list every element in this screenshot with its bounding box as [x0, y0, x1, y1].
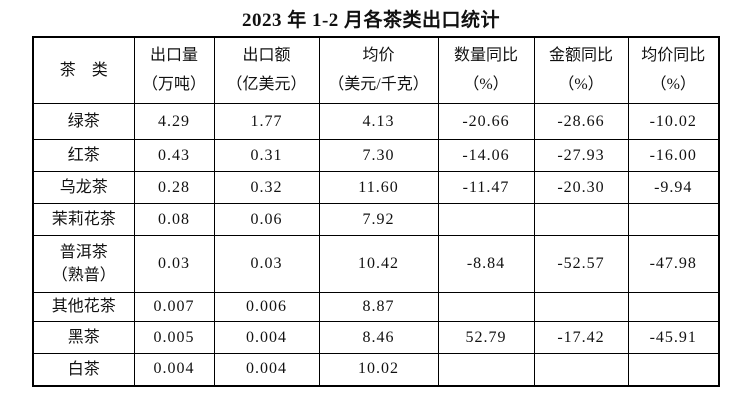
value-cell: 0.32	[213, 171, 320, 204]
value-cell: 0.004	[213, 353, 320, 386]
value-cell: -47.98	[627, 235, 720, 293]
value-cell: 0.08	[133, 203, 215, 236]
tea-name-cell: 茉莉花茶	[32, 203, 135, 236]
value-cell: 0.004	[133, 353, 215, 386]
value-cell: -45.91	[627, 321, 720, 354]
value-cell: 0.004	[213, 321, 320, 354]
value-cell: 1.77	[213, 103, 320, 140]
value-cell: 0.007	[133, 292, 215, 322]
value-cell	[627, 353, 720, 386]
column-header-3: 均价 （美元/千克）	[318, 36, 439, 104]
tea-name-cell: 其他花茶	[32, 292, 135, 322]
value-cell: -9.94	[627, 171, 720, 204]
value-cell: 0.005	[133, 321, 215, 354]
value-cell: 0.06	[213, 203, 320, 236]
value-cell	[627, 203, 720, 236]
value-cell: 11.60	[318, 171, 439, 204]
value-cell	[533, 203, 629, 236]
value-cell: 0.006	[213, 292, 320, 322]
value-cell: 4.13	[318, 103, 439, 140]
value-cell: 4.29	[133, 103, 215, 140]
tea-name-cell: 白茶	[32, 353, 135, 386]
tea-export-table: 茶 类出口量 （万吨） 出口额 （亿美元） 均价 （美元/千克） 数量同比 （%） 金额同比 （%…	[32, 36, 720, 387]
value-cell: 8.87	[318, 292, 439, 322]
value-cell: 10.02	[318, 353, 439, 386]
value-cell: -20.66	[437, 103, 535, 140]
value-cell	[533, 353, 629, 386]
column-header-6: 均价同比 （%）	[627, 36, 720, 104]
value-cell: 7.30	[318, 139, 439, 172]
table-row: 绿茶 4.29 1.77 4.13 -20.66 -28.66 -10.02	[32, 103, 720, 140]
value-cell: -11.47	[437, 171, 535, 204]
table-row: 黑茶 0.005 0.004 8.46 52.79 -17.42 -45.91	[32, 321, 720, 354]
tea-name-cell: 黑茶	[32, 321, 135, 354]
value-cell: 52.79	[437, 321, 535, 354]
table-row: 普洱茶 （熟普） 0.03 0.03 10.42 -8.84 -52.57 -47.98	[32, 235, 720, 293]
value-cell: -52.57	[533, 235, 629, 293]
table-row: 乌龙茶 0.28 0.32 11.60 -11.47 -20.30 -9.94	[32, 171, 720, 204]
value-cell: -20.30	[533, 171, 629, 204]
page-title: 2023 年 1-2 月各茶类出口统计	[241, 9, 501, 31]
value-cell: 10.42	[318, 235, 439, 293]
value-cell: -17.42	[533, 321, 629, 354]
table-row: 其他花茶 0.007 0.006 8.87	[32, 292, 720, 322]
column-header-1: 出口量 （万吨）	[133, 36, 215, 104]
header-row: 茶 类出口量 （万吨） 出口额 （亿美元） 均价 （美元/千克） 数量同比 （%） 金额同比 （%…	[32, 36, 720, 104]
value-cell: 0.03	[213, 235, 320, 293]
tea-name-cell: 红茶	[32, 139, 135, 172]
value-cell: -14.06	[437, 139, 535, 172]
tea-name-cell: 绿茶	[32, 103, 135, 140]
column-header-4: 数量同比 （%）	[437, 36, 535, 104]
value-cell: -28.66	[533, 103, 629, 140]
value-cell: 0.31	[213, 139, 320, 172]
table-body: 绿茶 4.29 1.77 4.13 -20.66 -28.66 -10.02 红茶 0.43 0.…	[32, 103, 720, 386]
column-header-5: 金额同比 （%）	[533, 36, 629, 104]
table-row: 红茶 0.43 0.31 7.30 -14.06 -27.93 -16.00	[32, 139, 720, 172]
table-header: 茶 类出口量 （万吨） 出口额 （亿美元） 均价 （美元/千克） 数量同比 （%） 金额同比 （%…	[32, 36, 720, 104]
value-cell: 0.28	[133, 171, 215, 204]
value-cell: -10.02	[627, 103, 720, 140]
column-header-2: 出口额 （亿美元）	[213, 36, 320, 104]
value-cell: -16.00	[627, 139, 720, 172]
value-cell	[627, 292, 720, 322]
value-cell: 7.92	[318, 203, 439, 236]
tea-name-cell: 普洱茶 （熟普）	[32, 235, 135, 293]
value-cell: 0.03	[133, 235, 215, 293]
tea-name-cell: 乌龙茶	[32, 171, 135, 204]
column-header-0: 茶 类	[32, 36, 135, 104]
table-row: 白茶 0.004 0.004 10.02	[32, 353, 720, 386]
value-cell: 0.43	[133, 139, 215, 172]
value-cell: -27.93	[533, 139, 629, 172]
value-cell	[437, 292, 535, 322]
value-cell: 8.46	[318, 321, 439, 354]
value-cell	[437, 353, 535, 386]
value-cell	[437, 203, 535, 236]
value-cell: -8.84	[437, 235, 535, 293]
table-row: 茉莉花茶 0.08 0.06 7.92	[32, 203, 720, 236]
value-cell	[533, 292, 629, 322]
